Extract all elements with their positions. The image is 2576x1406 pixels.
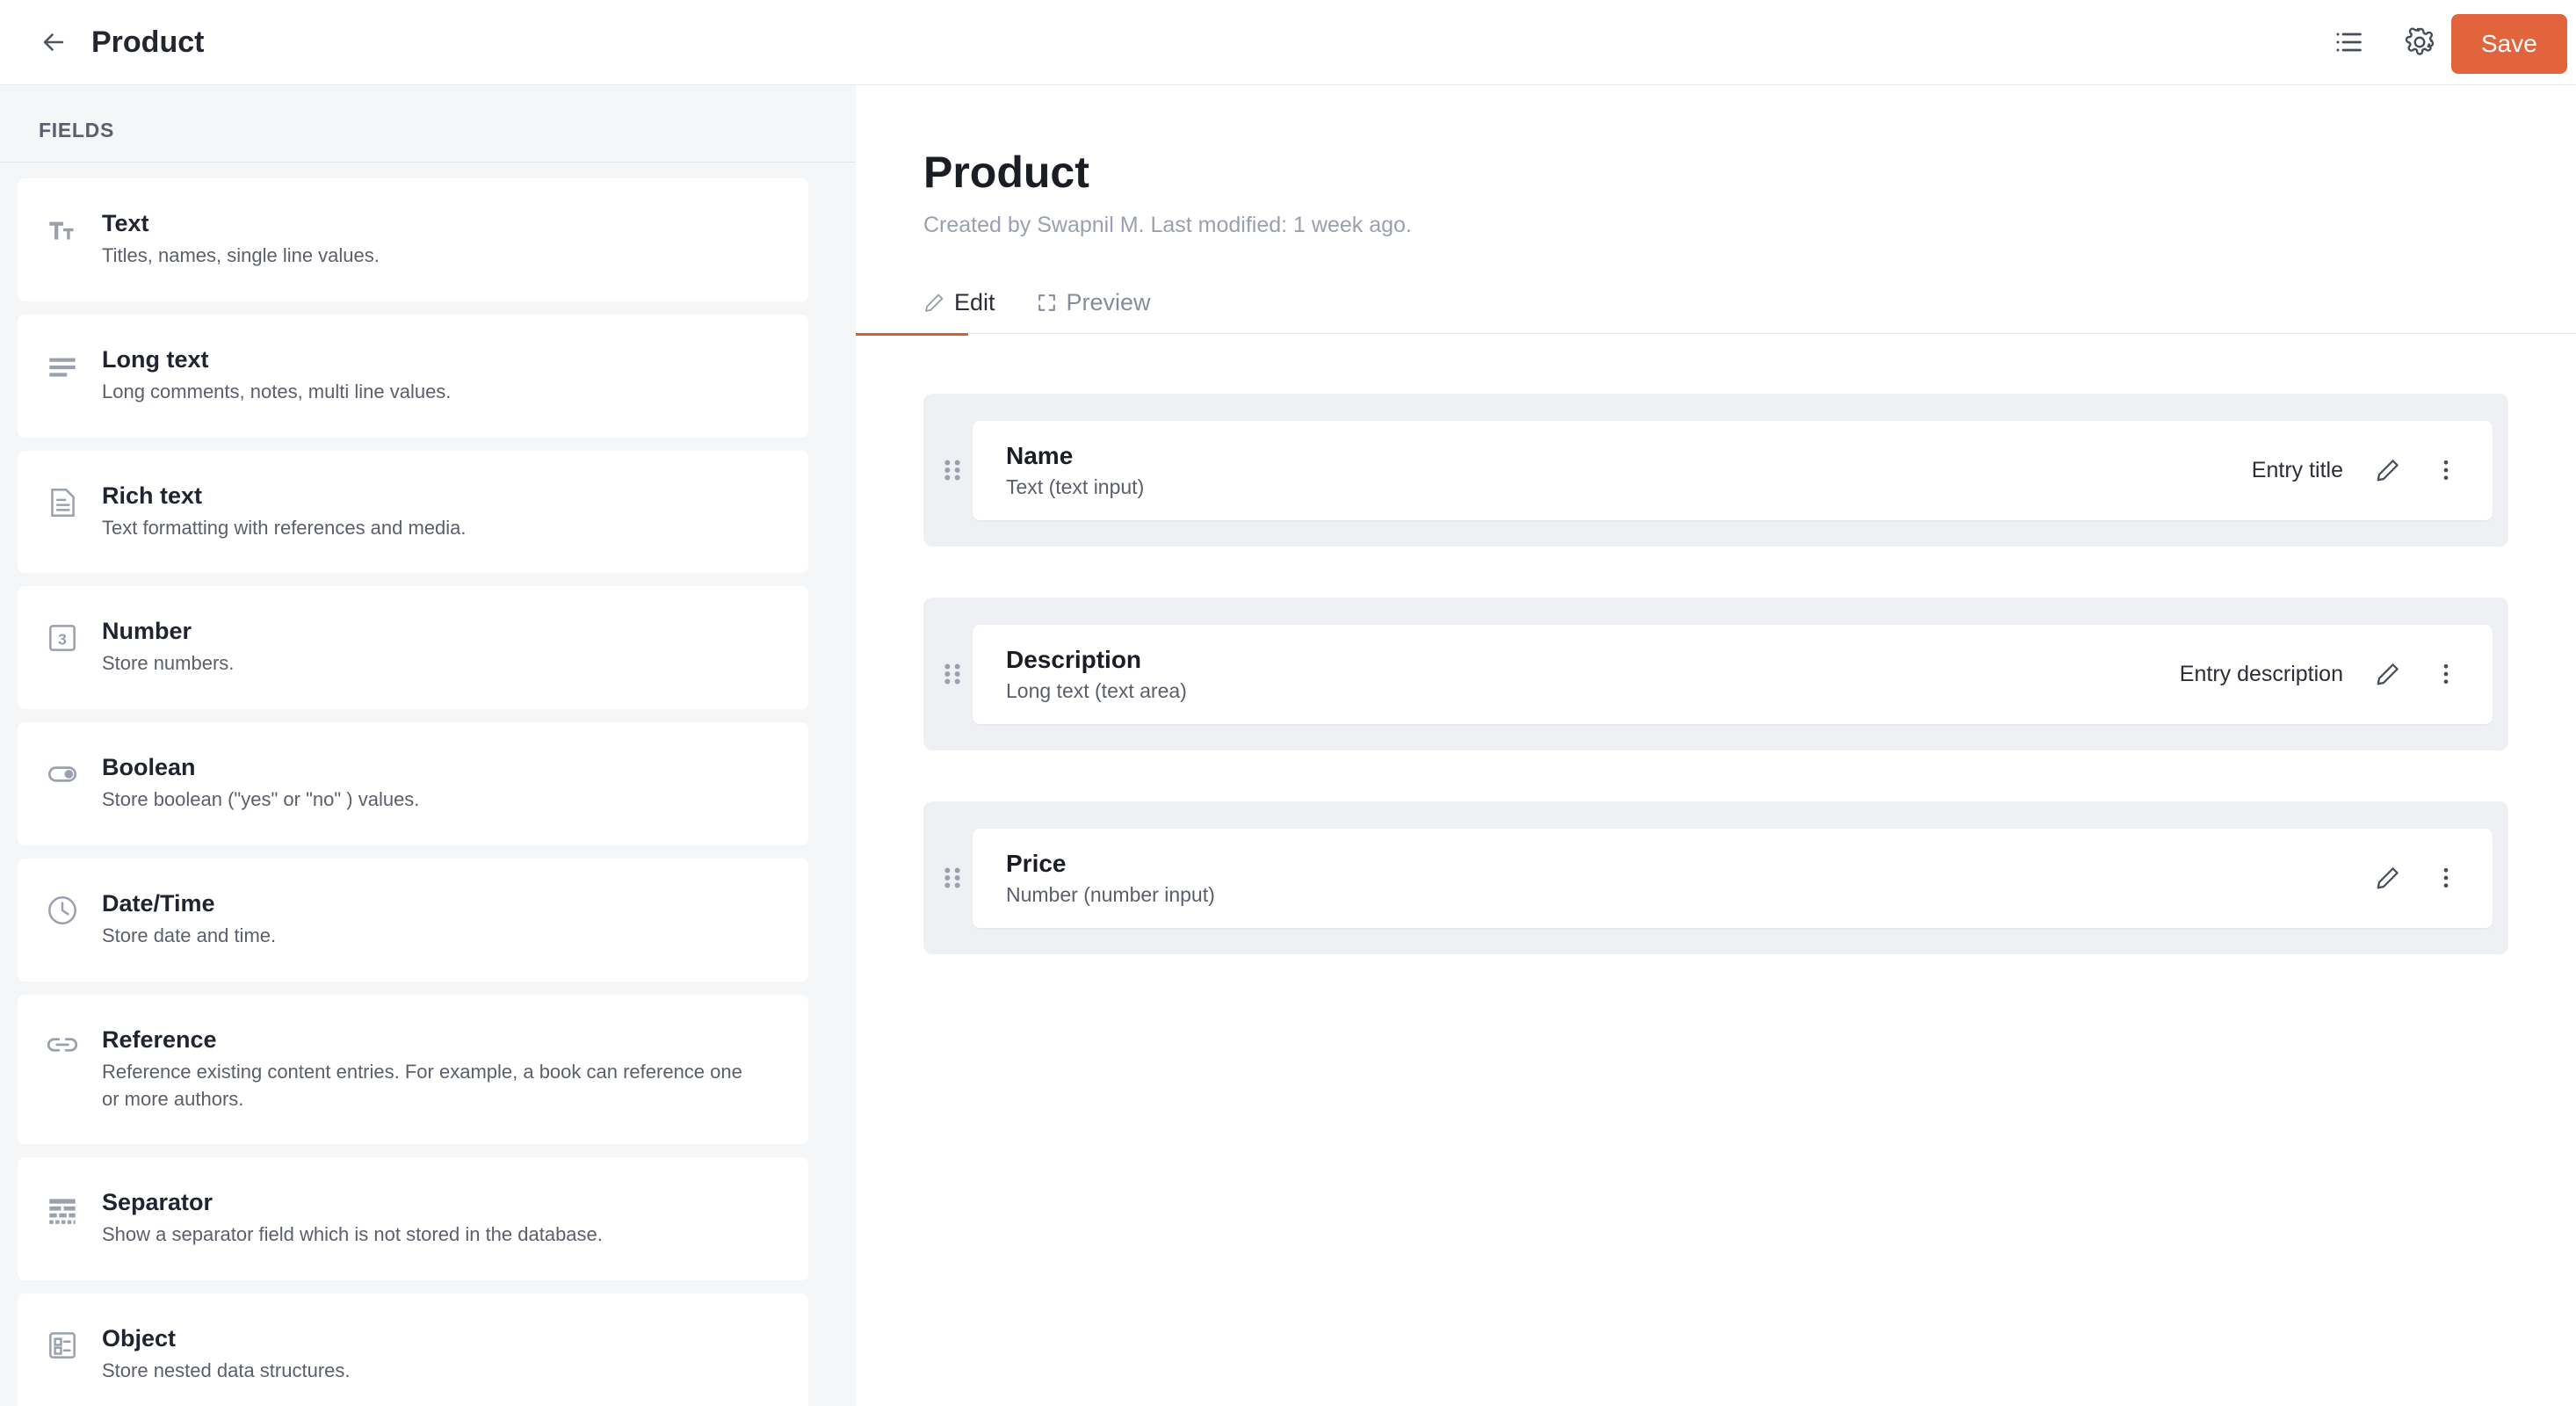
- svg-text:3: 3: [58, 631, 67, 649]
